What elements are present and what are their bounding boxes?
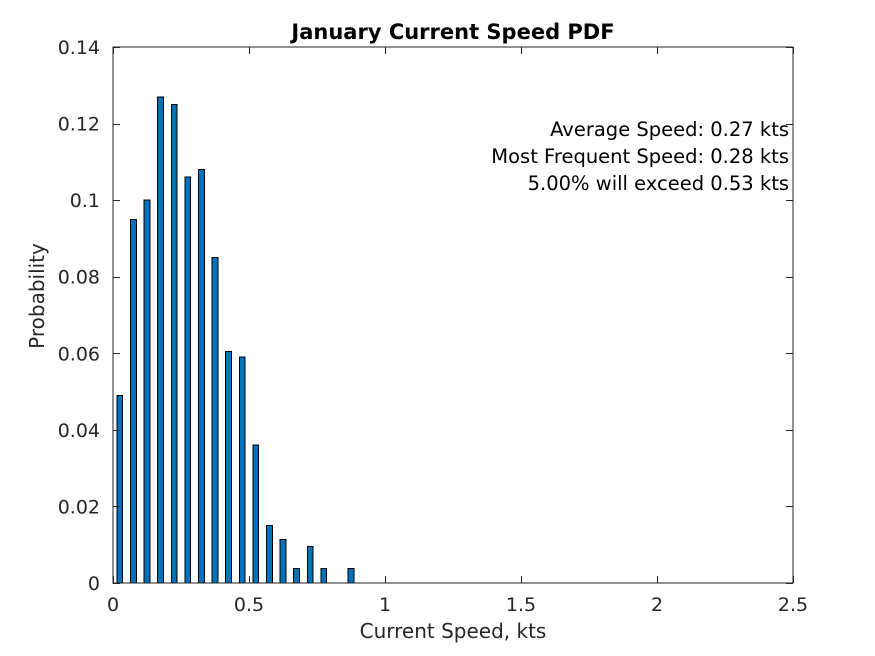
y-tick-label: 0.12 <box>58 114 100 136</box>
histogram-bar <box>130 218 137 584</box>
histogram-bar <box>198 169 205 584</box>
y-axis-label: Probability <box>25 243 49 349</box>
x-tick-label: 0 <box>107 594 119 616</box>
x-tick-label: 2 <box>651 594 663 616</box>
histogram-bar <box>306 546 314 584</box>
x-tick-label: 0.5 <box>234 594 264 616</box>
histogram-bar <box>225 350 232 584</box>
x-tick-label: 1.5 <box>506 594 536 616</box>
y-tick-label: 0.08 <box>58 267 100 289</box>
y-tick-label: 0.1 <box>70 190 100 212</box>
histogram-bar <box>293 567 300 584</box>
tick-labels-group: 0 0.5 1 1.5 2 2.5 0 0.02 0.04 0.06 0.08 0.1 0.12 0.14 <box>58 37 808 616</box>
y-tick-label: 0.02 <box>58 496 100 518</box>
plot-border-box <box>112 46 794 584</box>
stats-annotation: Average Speed: 0.27 kts Most Frequent Sp… <box>491 118 789 195</box>
histogram-bar <box>266 525 273 584</box>
y-tick-label: 0.14 <box>58 37 100 59</box>
y-tick-label: 0.06 <box>58 343 100 365</box>
annotation-most-frequent-speed: Most Frequent Speed: 0.28 kts <box>491 145 789 168</box>
histogram-bar <box>238 356 246 584</box>
annotation-average-speed: Average Speed: 0.27 kts <box>550 118 789 141</box>
x-axis-label: Current Speed, kts <box>360 619 547 643</box>
x-tick-label: 2.5 <box>778 594 808 616</box>
chart-title: January Current Speed PDF <box>289 20 614 44</box>
x-tick-label: 1 <box>379 594 391 616</box>
annotation-exceedance-speed: 5.00% will exceed 0.53 kts <box>528 172 789 195</box>
histogram-bar <box>184 176 192 584</box>
histogram-bar <box>116 394 124 584</box>
y-tick-label: 0 <box>88 573 100 595</box>
histogram-bar <box>279 539 287 584</box>
histogram-bar <box>347 567 355 584</box>
y-tick-label: 0.04 <box>58 420 100 442</box>
histogram-bar <box>211 257 219 584</box>
histogram-bar <box>252 444 260 584</box>
histogram-bar <box>320 567 328 584</box>
histogram-bar <box>143 199 151 584</box>
histogram-bar <box>157 96 164 584</box>
histogram-bar <box>170 103 178 584</box>
